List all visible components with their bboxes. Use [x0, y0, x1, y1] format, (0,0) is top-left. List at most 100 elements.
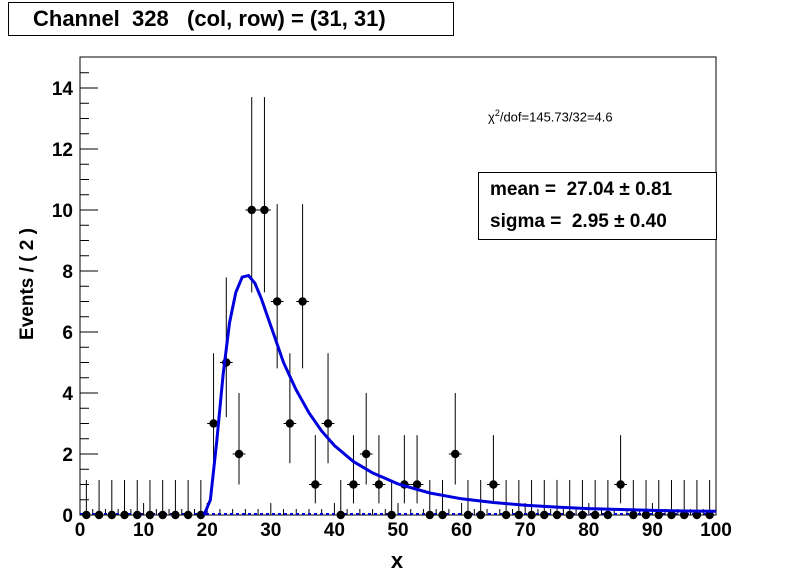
data-point: [169, 479, 182, 520]
data-point: [258, 97, 271, 293]
x-tick-label: 100: [700, 520, 732, 541]
data-point: [665, 479, 678, 520]
point-marker: [616, 480, 625, 489]
data-point: [296, 204, 309, 369]
y-tick-label: 12: [52, 140, 73, 161]
point-marker: [654, 510, 663, 520]
data-point: [525, 479, 538, 520]
x-tick-label: 70: [515, 520, 536, 541]
point-marker: [247, 205, 256, 215]
data-point: [181, 479, 195, 520]
data-point: [207, 353, 220, 464]
point-marker: [298, 297, 307, 306]
point-marker: [590, 510, 600, 520]
data-point: [118, 479, 131, 520]
point-marker: [171, 510, 180, 520]
point-marker: [438, 510, 447, 520]
point-marker: [501, 510, 511, 520]
y-tick-label: 0: [62, 506, 73, 527]
point-marker: [514, 510, 524, 520]
x-axis-label: x: [390, 548, 404, 573]
title-box: Channel 328 (col, row) = (31, 31): [8, 2, 454, 36]
point-marker: [552, 510, 562, 520]
point-marker: [94, 510, 104, 520]
point-marker: [565, 510, 574, 520]
data-point: [398, 435, 411, 504]
sigma-text: sigma = 2.95 ± 0.40: [490, 211, 667, 232]
point-marker: [527, 510, 536, 520]
data-point: [499, 479, 513, 520]
data-point: [461, 479, 475, 520]
data-point: [423, 479, 437, 520]
y-tick-label: 8: [62, 262, 73, 283]
data-point: [130, 479, 144, 520]
point-marker: [476, 510, 485, 520]
x-tick-label: 80: [578, 520, 599, 541]
data-point: [410, 435, 424, 504]
data-point: [537, 479, 551, 520]
point-marker: [374, 480, 384, 489]
data-point: [92, 479, 106, 520]
x-tick-label: 60: [451, 520, 472, 541]
point-marker: [285, 419, 295, 428]
data-point: [232, 393, 246, 485]
point-marker: [133, 510, 142, 520]
data-point: [563, 479, 577, 520]
chi2-label: χ2/dof=145.73/32=4.6: [488, 108, 613, 125]
chi2-text: /dof=145.73/32=4.6: [499, 109, 613, 125]
y-tick-label: 2: [62, 445, 73, 466]
data-point: [334, 479, 348, 520]
point-marker: [336, 510, 345, 520]
stats-box: mean = 27.04 ± 0.81 sigma = 2.95 ± 0.40: [478, 172, 717, 240]
data-point: [80, 479, 93, 520]
point-marker: [82, 510, 91, 520]
data-point: [385, 479, 398, 520]
point-marker: [387, 510, 396, 520]
point-marker: [311, 480, 320, 489]
point-marker: [463, 510, 473, 520]
point-marker: [540, 510, 549, 520]
point-marker: [603, 510, 613, 520]
x-tick-label: 90: [642, 520, 663, 541]
point-marker: [183, 510, 193, 520]
data-point: [308, 435, 322, 504]
data-point: [550, 479, 564, 520]
data-point: [677, 479, 691, 520]
point-marker: [641, 510, 651, 520]
y-tick-label: 6: [62, 323, 73, 344]
point-marker: [196, 510, 206, 520]
point-marker: [680, 510, 689, 520]
data-point: [703, 479, 716, 520]
y-tick-label: 4: [62, 384, 73, 405]
data-point: [487, 435, 500, 504]
point-marker: [209, 419, 218, 428]
x-tick-label: 0: [75, 520, 86, 541]
point-marker: [120, 510, 129, 520]
point-marker: [578, 510, 587, 520]
data-points: [80, 97, 716, 520]
data-point: [474, 479, 488, 520]
data-point: [143, 479, 157, 520]
mean-text: mean = 27.04 ± 0.81: [490, 179, 673, 200]
point-marker: [362, 449, 371, 459]
data-point: [372, 435, 386, 504]
point-marker: [692, 510, 702, 520]
x-tick-label: 50: [387, 520, 408, 541]
data-point: [283, 353, 297, 464]
point-marker: [629, 510, 638, 520]
data-point: [156, 479, 170, 520]
point-marker: [489, 480, 498, 489]
point-marker: [107, 510, 117, 520]
y-tick-label: 14: [52, 79, 74, 100]
fit-curve: [202, 273, 717, 516]
point-marker: [412, 480, 422, 489]
point-marker: [272, 297, 282, 306]
axes: 0 10 20 30 40 50 60 70 80 90 100 0 2 4 6 8 10 12 14: [52, 72, 732, 541]
data-point: [436, 479, 449, 520]
data-point: [105, 479, 119, 520]
point-marker: [260, 205, 269, 215]
data-point: [245, 97, 259, 293]
x-tick-label: 10: [133, 520, 154, 541]
data-point: [321, 353, 335, 464]
